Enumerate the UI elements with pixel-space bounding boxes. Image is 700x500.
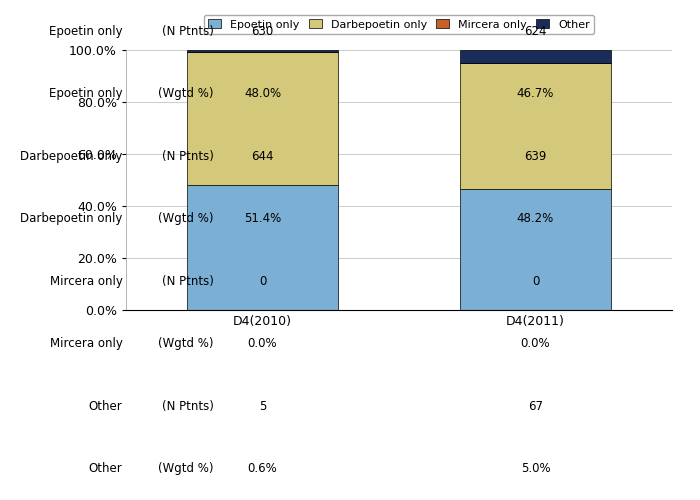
Text: 0.0%: 0.0% bbox=[521, 337, 550, 350]
Text: 51.4%: 51.4% bbox=[244, 212, 281, 225]
Text: (N Ptnts): (N Ptnts) bbox=[162, 275, 214, 288]
Bar bbox=[461, 50, 610, 64]
Text: (Wgtd %): (Wgtd %) bbox=[158, 462, 214, 475]
Text: Epoetin only: Epoetin only bbox=[49, 87, 122, 100]
Text: 639: 639 bbox=[524, 150, 547, 163]
Text: 5: 5 bbox=[259, 400, 266, 413]
Text: 644: 644 bbox=[251, 150, 274, 163]
Text: (Wgtd %): (Wgtd %) bbox=[158, 212, 214, 225]
Text: (N Ptnts): (N Ptnts) bbox=[162, 24, 214, 38]
Text: (Wgtd %): (Wgtd %) bbox=[158, 337, 214, 350]
Text: 5.0%: 5.0% bbox=[521, 462, 550, 475]
Text: 48.0%: 48.0% bbox=[244, 87, 281, 100]
Text: (Wgtd %): (Wgtd %) bbox=[158, 87, 214, 100]
Text: Other: Other bbox=[89, 462, 122, 475]
Bar bbox=[188, 52, 337, 185]
Text: 46.7%: 46.7% bbox=[517, 87, 554, 100]
Bar bbox=[461, 188, 610, 310]
Text: 0.6%: 0.6% bbox=[248, 462, 277, 475]
Text: (N Ptnts): (N Ptnts) bbox=[162, 400, 214, 413]
Legend: Epoetin only, Darbepoetin only, Mircera only, Other: Epoetin only, Darbepoetin only, Mircera … bbox=[204, 14, 594, 34]
Text: (N Ptnts): (N Ptnts) bbox=[162, 150, 214, 163]
Text: 624: 624 bbox=[524, 24, 547, 38]
Text: 48.2%: 48.2% bbox=[517, 212, 554, 225]
Text: Darbepoetin only: Darbepoetin only bbox=[20, 150, 122, 163]
Bar bbox=[188, 50, 337, 51]
Text: Darbepoetin only: Darbepoetin only bbox=[20, 212, 122, 225]
Bar bbox=[461, 64, 610, 188]
Text: Epoetin only: Epoetin only bbox=[49, 24, 122, 38]
Text: Other: Other bbox=[89, 400, 122, 413]
Text: Mircera only: Mircera only bbox=[50, 275, 122, 288]
Text: 0: 0 bbox=[532, 275, 539, 288]
Text: 0.0%: 0.0% bbox=[248, 337, 277, 350]
Text: Mircera only: Mircera only bbox=[50, 337, 122, 350]
Text: 630: 630 bbox=[251, 24, 274, 38]
Bar bbox=[188, 185, 337, 310]
Text: 67: 67 bbox=[528, 400, 543, 413]
Text: 0: 0 bbox=[259, 275, 266, 288]
